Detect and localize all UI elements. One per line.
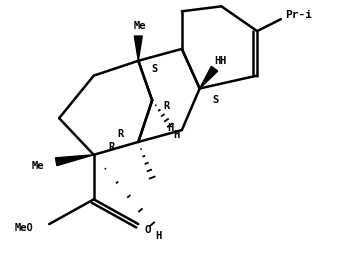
Polygon shape	[200, 66, 218, 89]
Text: S: S	[151, 64, 157, 74]
Text: H: H	[214, 56, 221, 66]
Text: H: H	[155, 231, 161, 241]
Text: Me: Me	[134, 21, 147, 31]
Polygon shape	[134, 36, 142, 61]
Polygon shape	[56, 155, 94, 166]
Text: O: O	[145, 225, 152, 235]
Text: H: H	[167, 123, 173, 133]
Text: S: S	[212, 95, 219, 105]
Text: H: H	[173, 130, 179, 140]
Text: Me: Me	[32, 161, 44, 171]
Text: MeO: MeO	[14, 223, 33, 233]
Text: H: H	[219, 56, 225, 66]
Text: R: R	[163, 101, 169, 111]
Text: R: R	[117, 129, 124, 139]
Text: Pr-i: Pr-i	[285, 10, 312, 20]
Text: R: R	[109, 142, 115, 152]
